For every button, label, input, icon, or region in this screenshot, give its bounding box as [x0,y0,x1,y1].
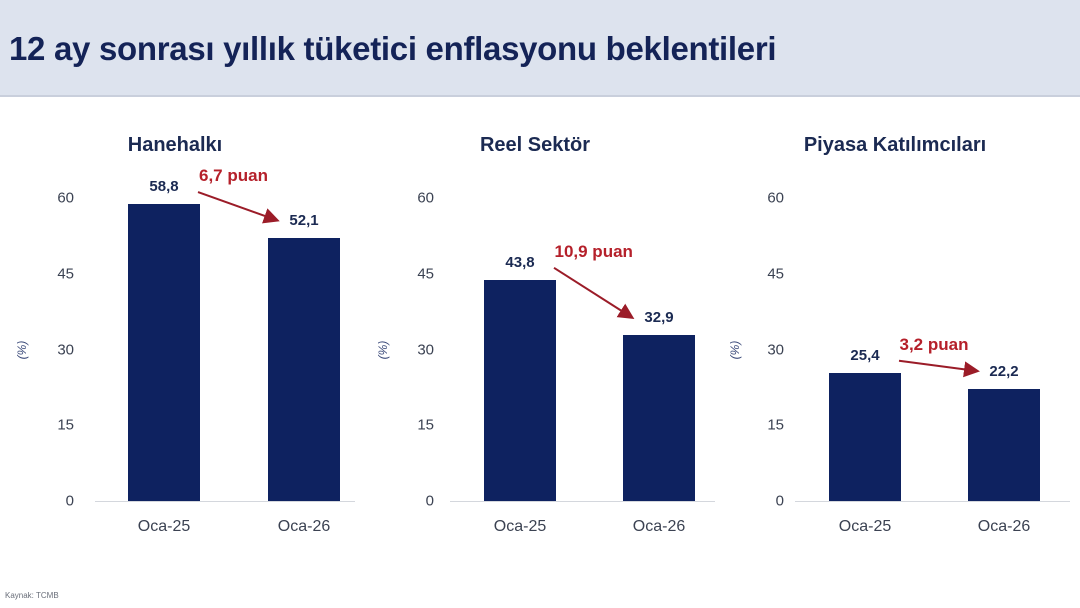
y-tick-label: 15 [417,416,434,434]
y-tick-label: 15 [57,416,74,434]
y-tick-label: 60 [417,189,434,207]
slide-header: 12 ay sonrası yıllık tüketici enflasyonu… [0,0,1080,97]
chart-title: Piyasa Katılımcıları [803,134,987,156]
change-annotation: 6,7 puan [199,166,268,186]
bar-value-label: 25,4 [850,346,880,364]
bar-oca-26 [268,237,340,501]
x-axis-line [450,501,715,502]
bar-oca-26 [623,334,695,501]
y-tick-label: 0 [65,492,74,510]
bar-oca-25 [484,279,556,501]
x-category-label: Oca-26 [977,518,1031,535]
bar-oca-25 [829,372,901,501]
chart-piyasa-katilimcilari: Piyasa Katılımcıları 60 45 30 15 0 (%) 25,4 Oca… [720,110,1080,550]
y-tick-label: 0 [775,492,784,510]
slide-title: 12 ay sonrası yıllık tüketici enflasyonu… [9,30,777,67]
y-tick-label: 60 [767,189,784,207]
chart-hanehalki: Hanehalkı 60 45 30 15 0 (%) 58,8 Oca-25 52,1 Oca-… [0,110,360,550]
x-category-label: Oca-26 [277,518,331,535]
change-annotation: 3,2 puan [899,334,969,354]
y-tick-label: 15 [767,416,784,434]
decrease-arrow-icon [898,359,980,378]
bar-value-label: 43,8 [505,253,535,271]
decrease-arrow-icon [197,191,280,224]
x-axis-line [95,501,355,502]
bar-value-label: 22,2 [989,362,1019,380]
x-category-label: Oca-25 [493,518,547,535]
x-axis-line [795,501,1070,502]
bar-value-label: 58,8 [149,178,179,196]
bar-value-label: 52,1 [289,211,319,229]
bar-oca-25 [128,204,200,501]
source-note: Kaynak: TCMB [5,591,59,600]
chart-title: Reel Sektör [479,134,591,156]
x-category-label: Oca-25 [137,518,191,535]
chart-reel-sektor: Reel Sektör 60 45 30 15 0 (%) 43,8 Oca-25 32,9 Oc… [360,110,720,550]
decrease-arrow-icon [553,266,635,320]
bar-oca-26 [968,388,1040,501]
x-category-label: Oca-26 [632,518,686,535]
y-tick-label: 45 [767,265,784,283]
y-tick-label: 30 [767,341,784,358]
y-tick-label: 30 [57,341,74,358]
bar-value-label: 32,9 [644,308,674,326]
y-tick-label: 30 [417,341,434,358]
change-annotation: 10,9 puan [554,241,633,261]
chart-title: Hanehalkı [127,134,223,156]
y-tick-label: 0 [425,492,434,510]
y-tick-label: 60 [57,189,74,207]
x-category-label: Oca-25 [838,518,892,535]
y-tick-label: 45 [417,265,434,283]
y-tick-label: 45 [57,265,74,283]
